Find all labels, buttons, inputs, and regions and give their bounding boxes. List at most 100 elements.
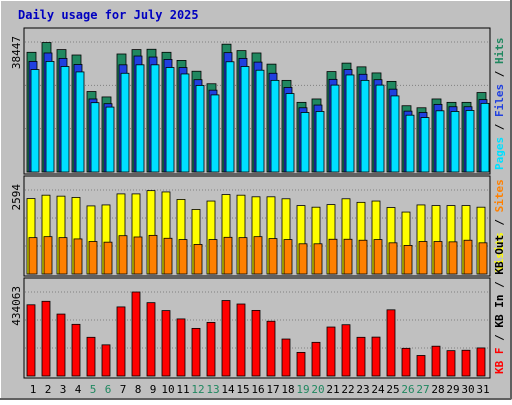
bar-sites (163, 237, 173, 275)
bar-pages (360, 79, 370, 173)
x-axis-day-label: 10 (161, 383, 174, 396)
bar-sites (343, 238, 353, 275)
x-axis-day-label: 16 (251, 383, 264, 396)
x-axis-day-label: 18 (281, 383, 294, 396)
y-axis-max-label: 434063 (10, 286, 23, 326)
side-legend: Visits / Sites (493, 179, 506, 272)
bar-kb-f (281, 338, 291, 377)
x-axis-day-label: 9 (150, 383, 157, 396)
x-axis-day-label: 31 (476, 383, 489, 396)
bar-pages (240, 66, 250, 173)
legend-entry: KB F (493, 348, 506, 375)
side-legend: Pages / Files / Hits (493, 38, 506, 171)
bar-pages (105, 106, 115, 173)
bar-pages (390, 95, 400, 173)
bar-sites (28, 237, 38, 275)
y-axis-labels: 38447 2594 434063 (10, 36, 23, 326)
legend-separator: / (493, 212, 506, 232)
legend-entry: Visits (493, 232, 506, 272)
x-axis-day-label: 6 (105, 383, 112, 396)
x-axis-day-label: 13 (206, 383, 219, 396)
bar-kb-f (41, 300, 51, 377)
bar-pages (375, 84, 385, 173)
bar-kb-f (221, 300, 231, 377)
legend-entry: Files (493, 84, 506, 117)
x-axis-day-label: 1 (30, 383, 37, 396)
bar-pages (75, 71, 85, 173)
bar-sites (463, 239, 473, 275)
bar-pages (450, 111, 460, 173)
bar-kb-f (131, 291, 141, 377)
bar-kb-f (446, 350, 456, 377)
bar-sites (178, 239, 188, 275)
bar-pages (435, 110, 445, 173)
x-axis-day-label: 4 (75, 383, 82, 396)
bar-sites (73, 238, 83, 275)
bar-kb-f (386, 309, 396, 377)
bar-pages (270, 79, 280, 173)
bar-kb-f (416, 355, 426, 377)
bar-pages (315, 111, 325, 173)
x-axis-day-label: 25 (386, 383, 399, 396)
bar-sites (433, 241, 443, 275)
bar-sites (133, 236, 143, 275)
x-axis-day-label: 20 (311, 383, 324, 396)
bar-pages (90, 102, 100, 173)
bar-sites (148, 234, 158, 275)
bar-kb-f (56, 313, 66, 377)
x-axis-day-label: 27 (416, 383, 429, 396)
bar-pages (30, 69, 40, 173)
legend-entry: KB In (493, 295, 506, 328)
x-axis-day-label: 8 (135, 383, 142, 396)
bar-pages (225, 61, 235, 173)
bar-kb-f (191, 327, 201, 377)
bar-kb-f (71, 323, 81, 377)
bar-sites (253, 236, 263, 275)
bar-pages (405, 114, 415, 173)
x-axis-day-label: 30 (461, 383, 474, 396)
bar-sites (43, 236, 53, 275)
legend-entry: Hits (493, 38, 506, 65)
bar-pages (60, 66, 70, 173)
bar-pages (195, 85, 205, 173)
x-axis-day-label: 3 (60, 383, 67, 396)
bar-kb-f (431, 345, 441, 377)
x-axis-day-label: 14 (221, 383, 235, 396)
bar-kb-f (146, 302, 156, 377)
bar-pages (135, 64, 145, 173)
x-axis-day-labels: 1 2 3 4 5 6 7 8 9 10 11 12 13 14 15 16 17 18 19 20 21 22 23 24 2… (30, 383, 490, 396)
bar-sites (208, 239, 218, 275)
x-axis-day-label: 7 (120, 383, 127, 396)
bar-kb-f (116, 306, 126, 377)
bar-pages (285, 93, 295, 173)
bar-kb-f (86, 336, 96, 377)
bar-kb-f (266, 320, 276, 377)
bar-sites (418, 241, 428, 275)
bar-pages (210, 94, 220, 173)
x-axis-day-label: 17 (266, 383, 279, 396)
x-axis-day-label: 22 (341, 383, 354, 396)
bar-kb-f (311, 341, 321, 377)
legend-separator: / (493, 328, 506, 348)
bar-sites (88, 241, 98, 275)
y-axis-max-label: 38447 (10, 36, 23, 69)
x-axis-day-label: 26 (401, 383, 414, 396)
bar-pages (120, 72, 130, 173)
x-axis-day-label: 12 (191, 383, 204, 396)
bar-kb-f (356, 336, 366, 377)
bar-kb-f (161, 310, 171, 377)
x-axis-day-label: 21 (326, 383, 339, 396)
bar-pages (420, 117, 430, 173)
bar-pages (330, 84, 340, 173)
bar-kb-f (296, 351, 306, 377)
bar-sites (268, 238, 278, 275)
bar-sites (238, 237, 248, 275)
chart-bars (26, 42, 490, 377)
x-axis-day-label: 2 (45, 383, 52, 396)
bar-kb-f (371, 336, 381, 377)
bar-pages (255, 69, 265, 173)
bar-kb-f (401, 347, 411, 377)
bar-kb-f (326, 326, 336, 377)
legend-separator: / (493, 117, 506, 137)
